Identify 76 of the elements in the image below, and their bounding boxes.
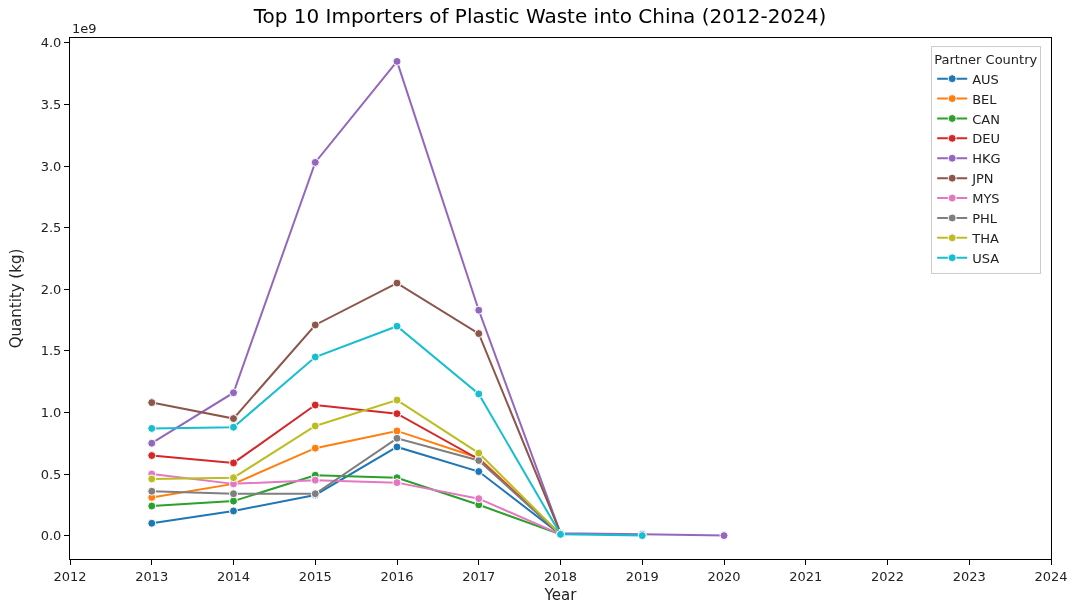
legend-label: BEL [972,91,998,107]
point [310,320,320,330]
legend-label: AUS [972,71,999,87]
text: 1e9 [72,21,97,36]
x-tick-label: 2015 [298,568,332,584]
x-tick-label: 2024 [1034,568,1068,584]
x-tick-label: 2021 [789,568,823,584]
y-tick-label: 0.0 [40,528,62,544]
point [392,442,402,452]
point [719,531,729,541]
x-tick-label: 2014 [216,568,251,584]
point [147,501,157,511]
point [474,467,484,477]
point [310,421,320,431]
y-tick-label: 2.5 [40,220,62,236]
point [392,478,402,488]
y-tick-label: 3.5 [40,97,62,113]
x-axis-title: Year [543,585,578,604]
y-axis-title: Quantity (kg) [6,248,25,349]
point [474,305,484,315]
point [474,448,484,458]
point [229,489,238,499]
legend-label: CAN [972,111,1000,127]
legend-label: DEU [972,131,1000,147]
point [147,423,157,433]
y-tick-label: 2.0 [40,281,62,297]
point [147,486,157,496]
legend-label: HKG [972,151,1001,167]
point [392,56,402,66]
point [147,451,157,461]
point [392,321,402,331]
legend-title: Partner Country [934,51,1038,67]
point [229,458,238,468]
point [310,443,320,453]
point [147,398,157,408]
x-tick-label: 2020 [707,568,741,584]
x-tick-label: 2013 [135,568,169,584]
point [229,414,238,424]
point [392,278,402,288]
point [310,352,320,362]
x-tick-label: 2023 [952,568,986,584]
point [310,475,320,485]
point [147,518,157,528]
point [229,422,238,432]
legend-label: JPN [971,171,994,187]
point [474,389,484,399]
point [229,388,238,398]
y-tick-label: 3.0 [40,158,62,174]
x-tick-label: 2016 [380,568,414,584]
point [392,409,402,419]
legend-label: PHL [972,211,998,227]
point [474,494,484,504]
chart-title: Top 10 Importers of Plastic Waste into China (2012-2024) [252,4,827,29]
point [392,426,402,436]
y-tick-label: 4.0 [40,35,62,51]
point [147,438,157,448]
y-tick-label: 1.0 [40,404,62,420]
point [474,329,484,339]
point [310,157,320,167]
point [229,506,238,516]
point [392,395,402,405]
point [229,496,238,506]
point [229,473,238,483]
legend-label: MYS [972,191,1000,207]
x-tick-label: 2012 [53,568,87,584]
legend-label: USA [972,250,1000,266]
point [310,400,320,410]
point [392,433,402,443]
y-tick-label: 0.5 [40,466,62,482]
legend-label: THA [971,230,999,246]
point [147,474,157,484]
x-tick-label: 2018 [543,568,578,584]
x-tick-label: 2019 [625,568,659,584]
x-tick-label: 2017 [462,568,496,584]
y-tick-label: 1.5 [40,343,62,359]
x-tick-label: 2022 [870,568,905,584]
